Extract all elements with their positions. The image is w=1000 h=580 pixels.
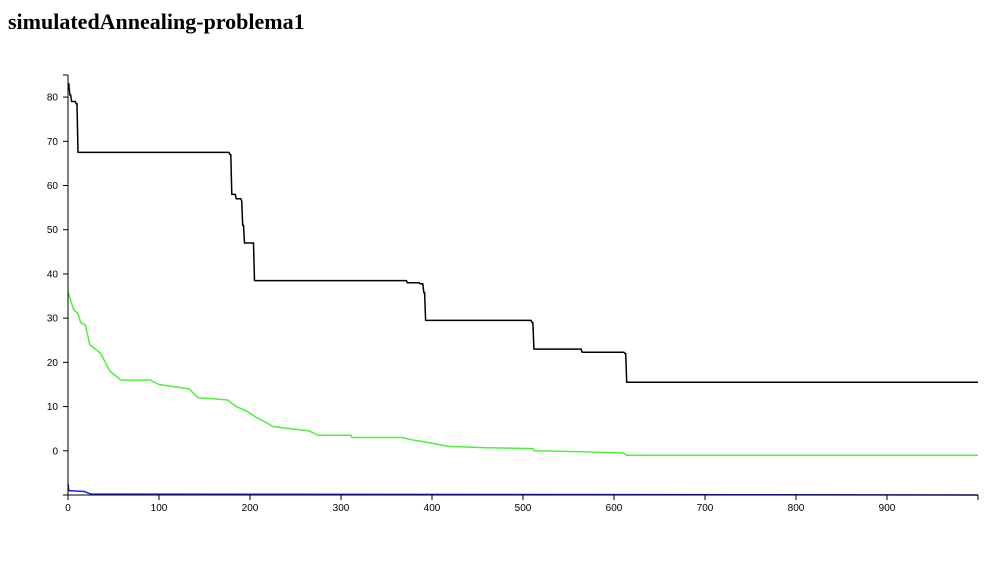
y-tick-label: 80 <box>47 93 59 104</box>
series-line-2 <box>67 291 978 456</box>
x-tick-label: 200 <box>242 503 259 514</box>
x-tick-label: 700 <box>697 503 714 514</box>
x-tick-label: 100 <box>151 503 168 514</box>
x-tick-label: 300 <box>333 503 350 514</box>
chart-title: simulatedAnnealing-problema1 <box>8 9 305 34</box>
y-axis-ticks: 0 10 20 30 40 50 60 70 80 <box>47 74 68 496</box>
x-tick-label: 800 <box>788 503 805 514</box>
y-tick-label: 10 <box>47 402 59 413</box>
x-tick-label: 500 <box>515 503 532 514</box>
y-tick-label: 40 <box>47 269 59 280</box>
x-tick-label: 900 <box>879 503 896 514</box>
y-tick-label: 0 <box>52 446 58 457</box>
x-tick-label: 0 <box>65 503 71 514</box>
x-axis-ticks: 0 100 200 300 400 500 600 700 800 900 <box>65 495 979 514</box>
y-tick-label: 60 <box>47 181 59 192</box>
y-tick-label: 70 <box>47 137 59 148</box>
y-tick-label: 50 <box>47 225 59 236</box>
y-tick-label: 20 <box>47 358 59 369</box>
x-tick-label: 600 <box>606 503 623 514</box>
x-tick-label: 400 <box>424 503 441 514</box>
y-tick-label: 30 <box>47 314 59 325</box>
series-line-1 <box>68 83 978 384</box>
series-layer <box>67 83 979 496</box>
series-line-3 <box>67 483 979 496</box>
